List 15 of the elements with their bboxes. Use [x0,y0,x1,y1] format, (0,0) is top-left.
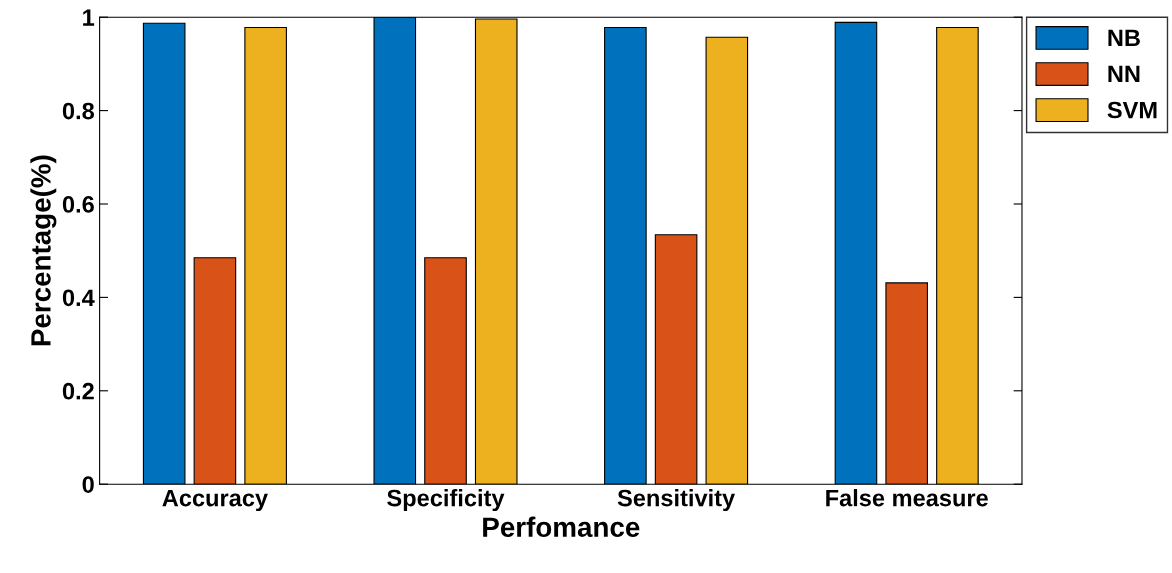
y-tick-label: 0 [82,476,94,493]
legend-label: SVM [1107,101,1157,119]
x-tick-label: Specificity [387,489,505,512]
x-axis-title: Perfomance [483,516,640,538]
y-tick-label: 1 [83,9,95,26]
legend-label: NB [1108,29,1140,46]
x-tick-label: False measure [826,489,988,507]
x-tick-label: Accuracy [162,489,268,512]
x-tick-label: Sensitivity [617,489,736,512]
y-tick-label: 0.6 [62,196,94,213]
y-axis-title: Percentage(%) [30,155,57,346]
y-tick-label: 0.4 [62,289,95,307]
y-tick-label: 0.2 [62,382,94,400]
legend-label: NN [1108,65,1140,83]
y-tick-label: 0.8 [62,102,95,120]
